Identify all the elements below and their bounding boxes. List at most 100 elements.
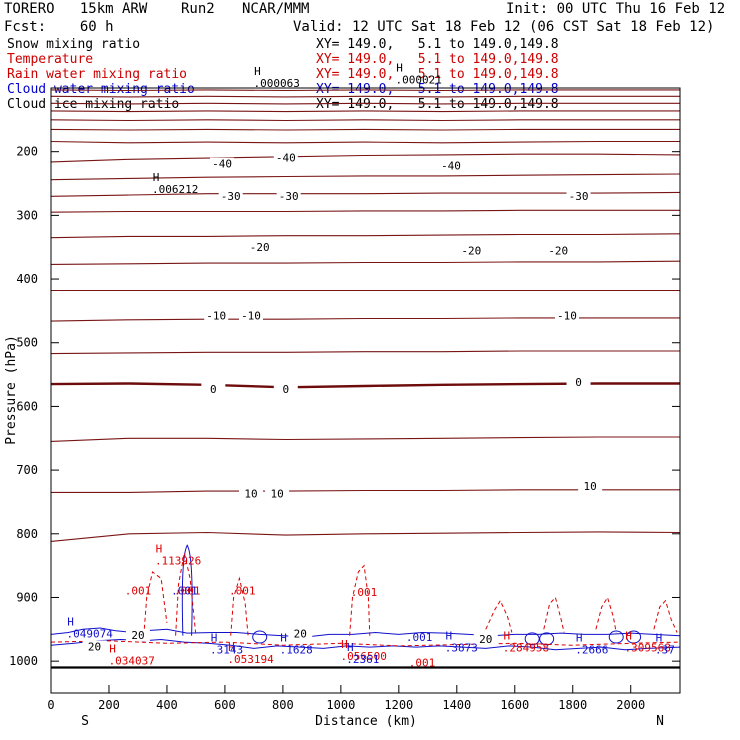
cloud-water-contour [252,630,268,644]
label-knockout [239,487,264,500]
isotherm-value-label: -30 [279,190,299,203]
maximum-marker: H [211,632,218,645]
isotherm-value-label: -40 [441,160,461,173]
label-knockout [546,244,571,257]
rain-contour-label: .001 [409,656,436,669]
isotherm-value-label: 10 [244,488,257,501]
maximum-value-label: .053194 [227,653,274,666]
label-knockout [459,244,484,257]
maximum-marker: H [341,638,348,651]
isotherm-line [50,350,680,355]
legend-entry-xy: XY= 149.0, 5.1 to 149.0,149.8 [316,97,559,112]
x-end-label-right: N [656,714,664,729]
isotherm-value-label: 0 [575,376,582,389]
isotherm-value-label: 10 [270,488,283,501]
isotherm-line [50,102,680,105]
maximum-value-label: .37 [655,644,675,657]
x-tick-label: 800 [272,698,294,712]
maximum-marker: H [656,632,663,645]
y-tick-label: 700 [16,463,38,477]
rain-water-contour [485,599,513,633]
maximum-marker: H [280,632,287,645]
label-knockout [288,627,313,640]
isotherm-value-label: 0 [210,383,217,396]
label-knockout [578,479,603,492]
label-knockout [265,487,290,500]
isotherm-value-label: 20 [131,629,144,642]
maximum-marker: H [625,630,632,643]
maximum-value-label: .006212 [152,183,198,196]
valid-time-label: Valid: 12 UTC Sat 18 Feb 12 (06 CST Sat … [293,19,715,35]
isotherm-value-label: 20 [479,633,492,646]
label-knockout [566,376,591,389]
legend-entry-xy: XY= 149.0, 5.1 to 149.0,149.8 [316,37,559,52]
maximum-value-label: .034037 [109,654,155,667]
rain-water-contour [143,571,168,636]
maximum-marker: H [347,641,354,654]
x-tick-label: 1400 [442,698,471,712]
org-label: NCAR/MMM [242,1,310,17]
rain-contour-label: .001 [125,584,152,597]
label-knockout [204,309,229,322]
maximum-marker: H [445,630,452,643]
legend-entry-name: Cloud water mixing ratio [7,82,195,97]
maximum-marker: H [576,632,583,645]
rain-contour-label: .001 [229,584,256,597]
label-knockout [218,190,243,203]
x-tick-label: 1200 [384,698,413,712]
y-tick-label: 600 [16,399,38,413]
y-tick-label: 1000 [9,654,38,668]
y-tick-label: 900 [16,590,38,604]
maximum-value-label: .1628 [280,644,313,657]
isotherm-value-label: -20 [250,241,270,254]
maximum-value-label: .284958 [503,642,549,655]
isotherm-value-label: 20 [88,640,101,653]
legend-entry-name: Cloud ice mixing ratio [7,97,180,112]
rain-water-contour [653,599,678,633]
x-tick-label: 1800 [558,698,587,712]
isotherm-line [50,128,680,131]
rain-water-contour [175,552,197,636]
x-tick-label: 600 [214,698,236,712]
x-tick-label: 1000 [326,698,355,712]
rain-contour-label: .001 [351,586,378,599]
isotherm-value-label: 10 [584,480,597,493]
isotherm-line [50,531,681,542]
maximum-marker: H [228,641,235,654]
cloud-contour-label: .001 [171,584,198,597]
rain-water-contour [349,564,371,636]
isotherm-line [50,173,681,181]
maximum-value-label: .056500 [340,650,386,663]
isotherm-line [50,153,681,163]
label-knockout [273,383,298,396]
maximum-value-label: .309568 [625,642,671,655]
x-tick-label: 2000 [616,698,645,712]
maximum-marker: H [67,616,74,629]
cloud-water-contour [608,630,624,644]
legend-entry-name: Temperature [7,52,94,67]
rain-water-contour [230,576,249,636]
maximum-marker: H [109,642,116,655]
maximum-value-label: .049074 [67,628,114,641]
isotherm-value-label: -40 [276,151,296,164]
maximum-value-label: .2361 [346,653,379,666]
label-knockout [439,159,464,172]
isotherm-value-label: 20 [294,628,307,641]
isotherm-value-label: 0 [282,383,289,396]
label-knockout [247,241,272,254]
model-run-label: TORERO 15km ARW Run2 [4,1,215,17]
label-knockout [566,190,591,203]
isotherm-value-label: -30 [569,190,589,203]
x-end-label-left: S [81,714,89,729]
y-tick-label: 500 [16,336,38,350]
isotherm-line [50,119,680,122]
cloud-contour-label: .001 [406,631,433,644]
maximum-value-label: .2666 [575,644,608,657]
isotherm-line [50,95,680,98]
isotherm-line [50,140,680,144]
maximum-value-label: .3143 [210,644,243,657]
isotherm-value-label: -10 [206,309,226,322]
rain-water-contour [595,596,617,633]
y-tick-label: 800 [16,527,38,541]
